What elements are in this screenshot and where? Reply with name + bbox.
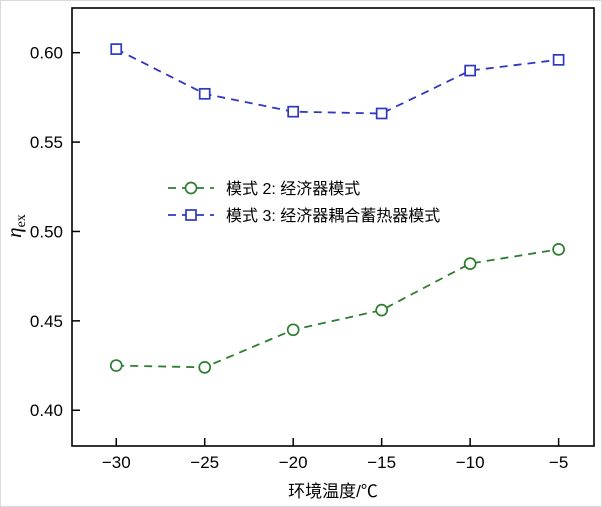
series-1-marker [110,43,123,55]
x-tick-label: −10 [456,453,485,472]
y-tick-label: 0.60 [30,44,63,63]
x-tick-label: −30 [102,453,131,472]
legend-marker-square [185,209,197,221]
y-tick-label: 0.55 [30,133,63,152]
y-axis-label-eta: η [2,227,26,238]
x-tick-label: −5 [549,453,568,472]
series-0-marker [552,242,565,256]
series-0-marker [198,360,212,374]
series-0-marker [375,303,389,317]
series-0-line [116,248,559,369]
legend-marker-circle [184,181,198,195]
series-0-marker [463,257,477,270]
y-tick-label: 0.45 [30,312,63,331]
x-tick-label: −25 [190,453,219,472]
x-axis-label: 环境温度/℃ [288,482,378,501]
x-tick-label: −15 [367,453,396,472]
series-1-marker [198,87,211,100]
series-1-marker [375,107,388,120]
series-0-marker [109,359,123,372]
y-tick-label: 0.40 [30,401,63,420]
y-axis-label-subscript: ex [14,214,29,228]
series-1-marker [464,64,476,77]
plot-frame [71,7,595,447]
x-tick-label: −20 [279,453,308,472]
series-0-marker [286,323,300,337]
legend-item-label: 模式 2: 经济器模式 [226,180,360,198]
series-1-marker [287,105,300,118]
series-1-marker [552,53,565,66]
legend-item-label: 模式 3: 经济器耦合蓄热器模式 [226,207,440,225]
series-1-line [115,48,559,115]
y-tick-label: 0.50 [30,222,63,241]
y-axis-label: ηex [2,196,30,256]
